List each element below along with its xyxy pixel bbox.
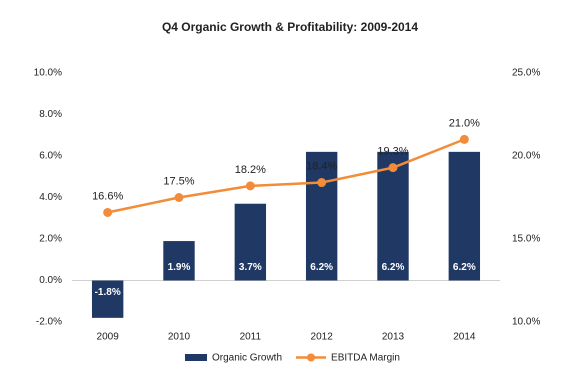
bar	[91, 280, 124, 318]
y-tick-label: -2.0%	[36, 317, 62, 328]
bar	[234, 203, 267, 281]
line-point	[317, 178, 327, 188]
bar-label: 6.2%	[453, 262, 476, 273]
y2-tick-label: 15.0%	[512, 234, 540, 245]
line	[107, 138, 465, 214]
bar-label: -1.8%	[95, 287, 121, 298]
bar-label: 6.2%	[310, 262, 333, 273]
line-label: 18.2%	[235, 164, 266, 176]
bar	[448, 151, 481, 281]
y-tick-label: 10.0%	[34, 68, 62, 79]
line-point	[459, 134, 469, 144]
line-point	[388, 163, 398, 173]
x-tick-label: 2009	[97, 332, 120, 343]
line-point	[103, 207, 113, 217]
bar-label: 6.2%	[382, 262, 405, 273]
x-tick-label: 2010	[168, 332, 191, 343]
legend-label: EBITDA Margin	[331, 353, 400, 364]
x-tick-label: 2013	[382, 332, 405, 343]
x-tick-label: 2014	[453, 332, 476, 343]
chart-title: Q4 Organic Growth & Profitability: 2009-…	[162, 20, 418, 34]
line-label: 16.6%	[92, 190, 123, 202]
y2-tick-label: 10.0%	[512, 317, 540, 328]
y-tick-label: 6.0%	[39, 151, 62, 162]
line-point	[245, 181, 255, 191]
y2-tick-label: 20.0%	[512, 151, 540, 162]
y-tick-label: 2.0%	[39, 234, 62, 245]
line-point	[174, 193, 184, 202]
legend-label: Organic Growth	[212, 353, 282, 364]
x-tick-label: 2012	[311, 332, 334, 343]
line-label: 19.3%	[377, 146, 408, 158]
y2-tick-label: 25.0%	[512, 68, 540, 79]
legend-swatch	[185, 354, 207, 361]
line-label: 21.0%	[449, 117, 480, 129]
bar	[377, 151, 409, 281]
legend-swatch-marker	[307, 353, 316, 362]
x-tick-label: 2011	[240, 332, 262, 343]
bar	[163, 241, 195, 281]
y-tick-label: 8.0%	[39, 109, 62, 120]
bar-label: 3.7%	[239, 262, 262, 273]
bar-label: 1.9%	[168, 262, 191, 273]
y-tick-label: 0.0%	[39, 275, 62, 286]
y-tick-label: 4.0%	[39, 192, 62, 203]
line-label: 17.5%	[163, 175, 194, 187]
bar	[305, 151, 338, 281]
line-label: 18.4%	[306, 160, 337, 172]
